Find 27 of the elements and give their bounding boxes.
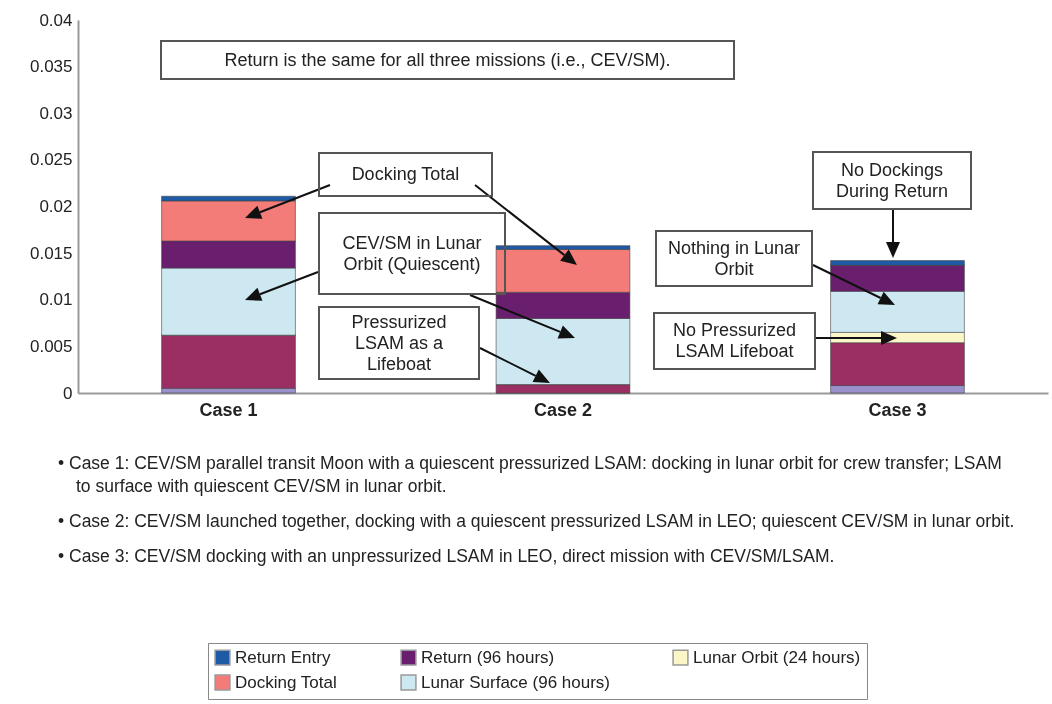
- y-tick-label: 0.02: [39, 197, 73, 216]
- text: • Case 2: CEV/SM launched together, docking with a quiescent pressurized LSAM in LEO; quiescent CEV/SM in lunar orbit.: [58, 510, 1016, 533]
- legend-label: Lunar Orbit (24 hours): [693, 647, 861, 667]
- legend-label: Lunar Surface (96 hours): [421, 672, 610, 692]
- y-tick-label: 0.025: [29, 150, 73, 170]
- annotation: CEV/SM in Lunar Orbit (Quiescent): [318, 212, 506, 295]
- text: • Case 1: CEV/SM parallel transit Moon with a quiescent pressurized LSAM: docking in lunar orbit for crew transfer; LSAM to surface with quiescent CEV/SM in lunar orbit.: [58, 452, 1003, 498]
- y-tick-label: 0.01: [39, 290, 73, 310]
- x-tick-label: Case 2: [533, 399, 593, 420]
- legend-label: Return (96 hours): [421, 647, 555, 667]
- y-tick-label: 0: [63, 383, 73, 403]
- annotation: No Pressurized LSAM Lifeboat: [653, 312, 816, 370]
- y-tick-label: 0.035: [29, 57, 73, 77]
- y-tick-label: 0.005: [29, 336, 73, 356]
- x-tick-label: Case 3: [868, 399, 927, 420]
- annotation: Docking Total: [318, 152, 493, 197]
- y-tick-label: 0.03: [39, 103, 73, 123]
- annotation: Return is the same for all three missions (i.e., CEV/SM).: [160, 40, 735, 80]
- legend-label: Return Entry: [235, 647, 331, 667]
- annotation: Nothing in Lunar Orbit: [655, 230, 813, 287]
- x-tick-label: Case 1: [199, 399, 258, 420]
- legend-label: Docking Total: [235, 672, 337, 692]
- y-tick-label: 0.015: [29, 243, 73, 263]
- text: • Case 3: CEV/SM docking with an unpressurized LSAM in LEO, direct mission with CEV/SM/LSAM.: [58, 545, 836, 568]
- y-tick-label: 0.04: [39, 10, 73, 30]
- annotation: No Dockings During Return: [812, 151, 972, 210]
- annotation: Pressurized LSAM as a Lifeboat: [318, 306, 480, 380]
